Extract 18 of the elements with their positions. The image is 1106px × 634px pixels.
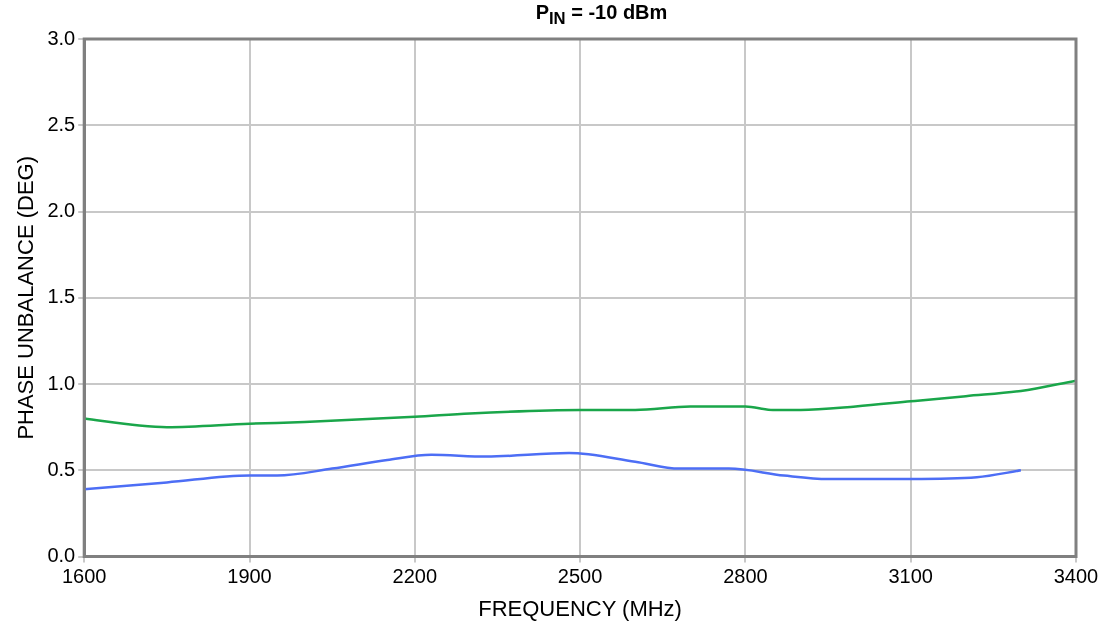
y-tick-label: 1.0 — [47, 371, 76, 394]
x-tick-label: 3100 — [888, 565, 933, 588]
x-tick-label: 1900 — [227, 565, 272, 588]
chart-title: P$_{IN}$ = -10 dBm — [534, 0, 669, 30]
y-tick-label: 0.0 — [47, 544, 76, 567]
line-series — [84, 451, 1023, 491]
x-tick-label: 2500 — [557, 565, 603, 588]
x-axis-title: FREQUENCY (MHz) — [478, 595, 682, 621]
x-tick-label: 1600 — [61, 565, 107, 588]
y-tick-label: 2.0 — [47, 199, 76, 222]
y-tick-label: 2.5 — [47, 112, 76, 135]
x-tick-label: 2800 — [723, 565, 768, 588]
y-axis-title: PHASE UNBALANCE (DEG) — [13, 155, 39, 440]
y-tick-label: 3.0 — [47, 26, 76, 49]
y-tick-label: 1.5 — [47, 285, 76, 308]
y-tick-label: 0.5 — [47, 457, 76, 480]
x-tick-label: 3400 — [1053, 565, 1099, 588]
x-tick-label: 2200 — [392, 565, 438, 588]
